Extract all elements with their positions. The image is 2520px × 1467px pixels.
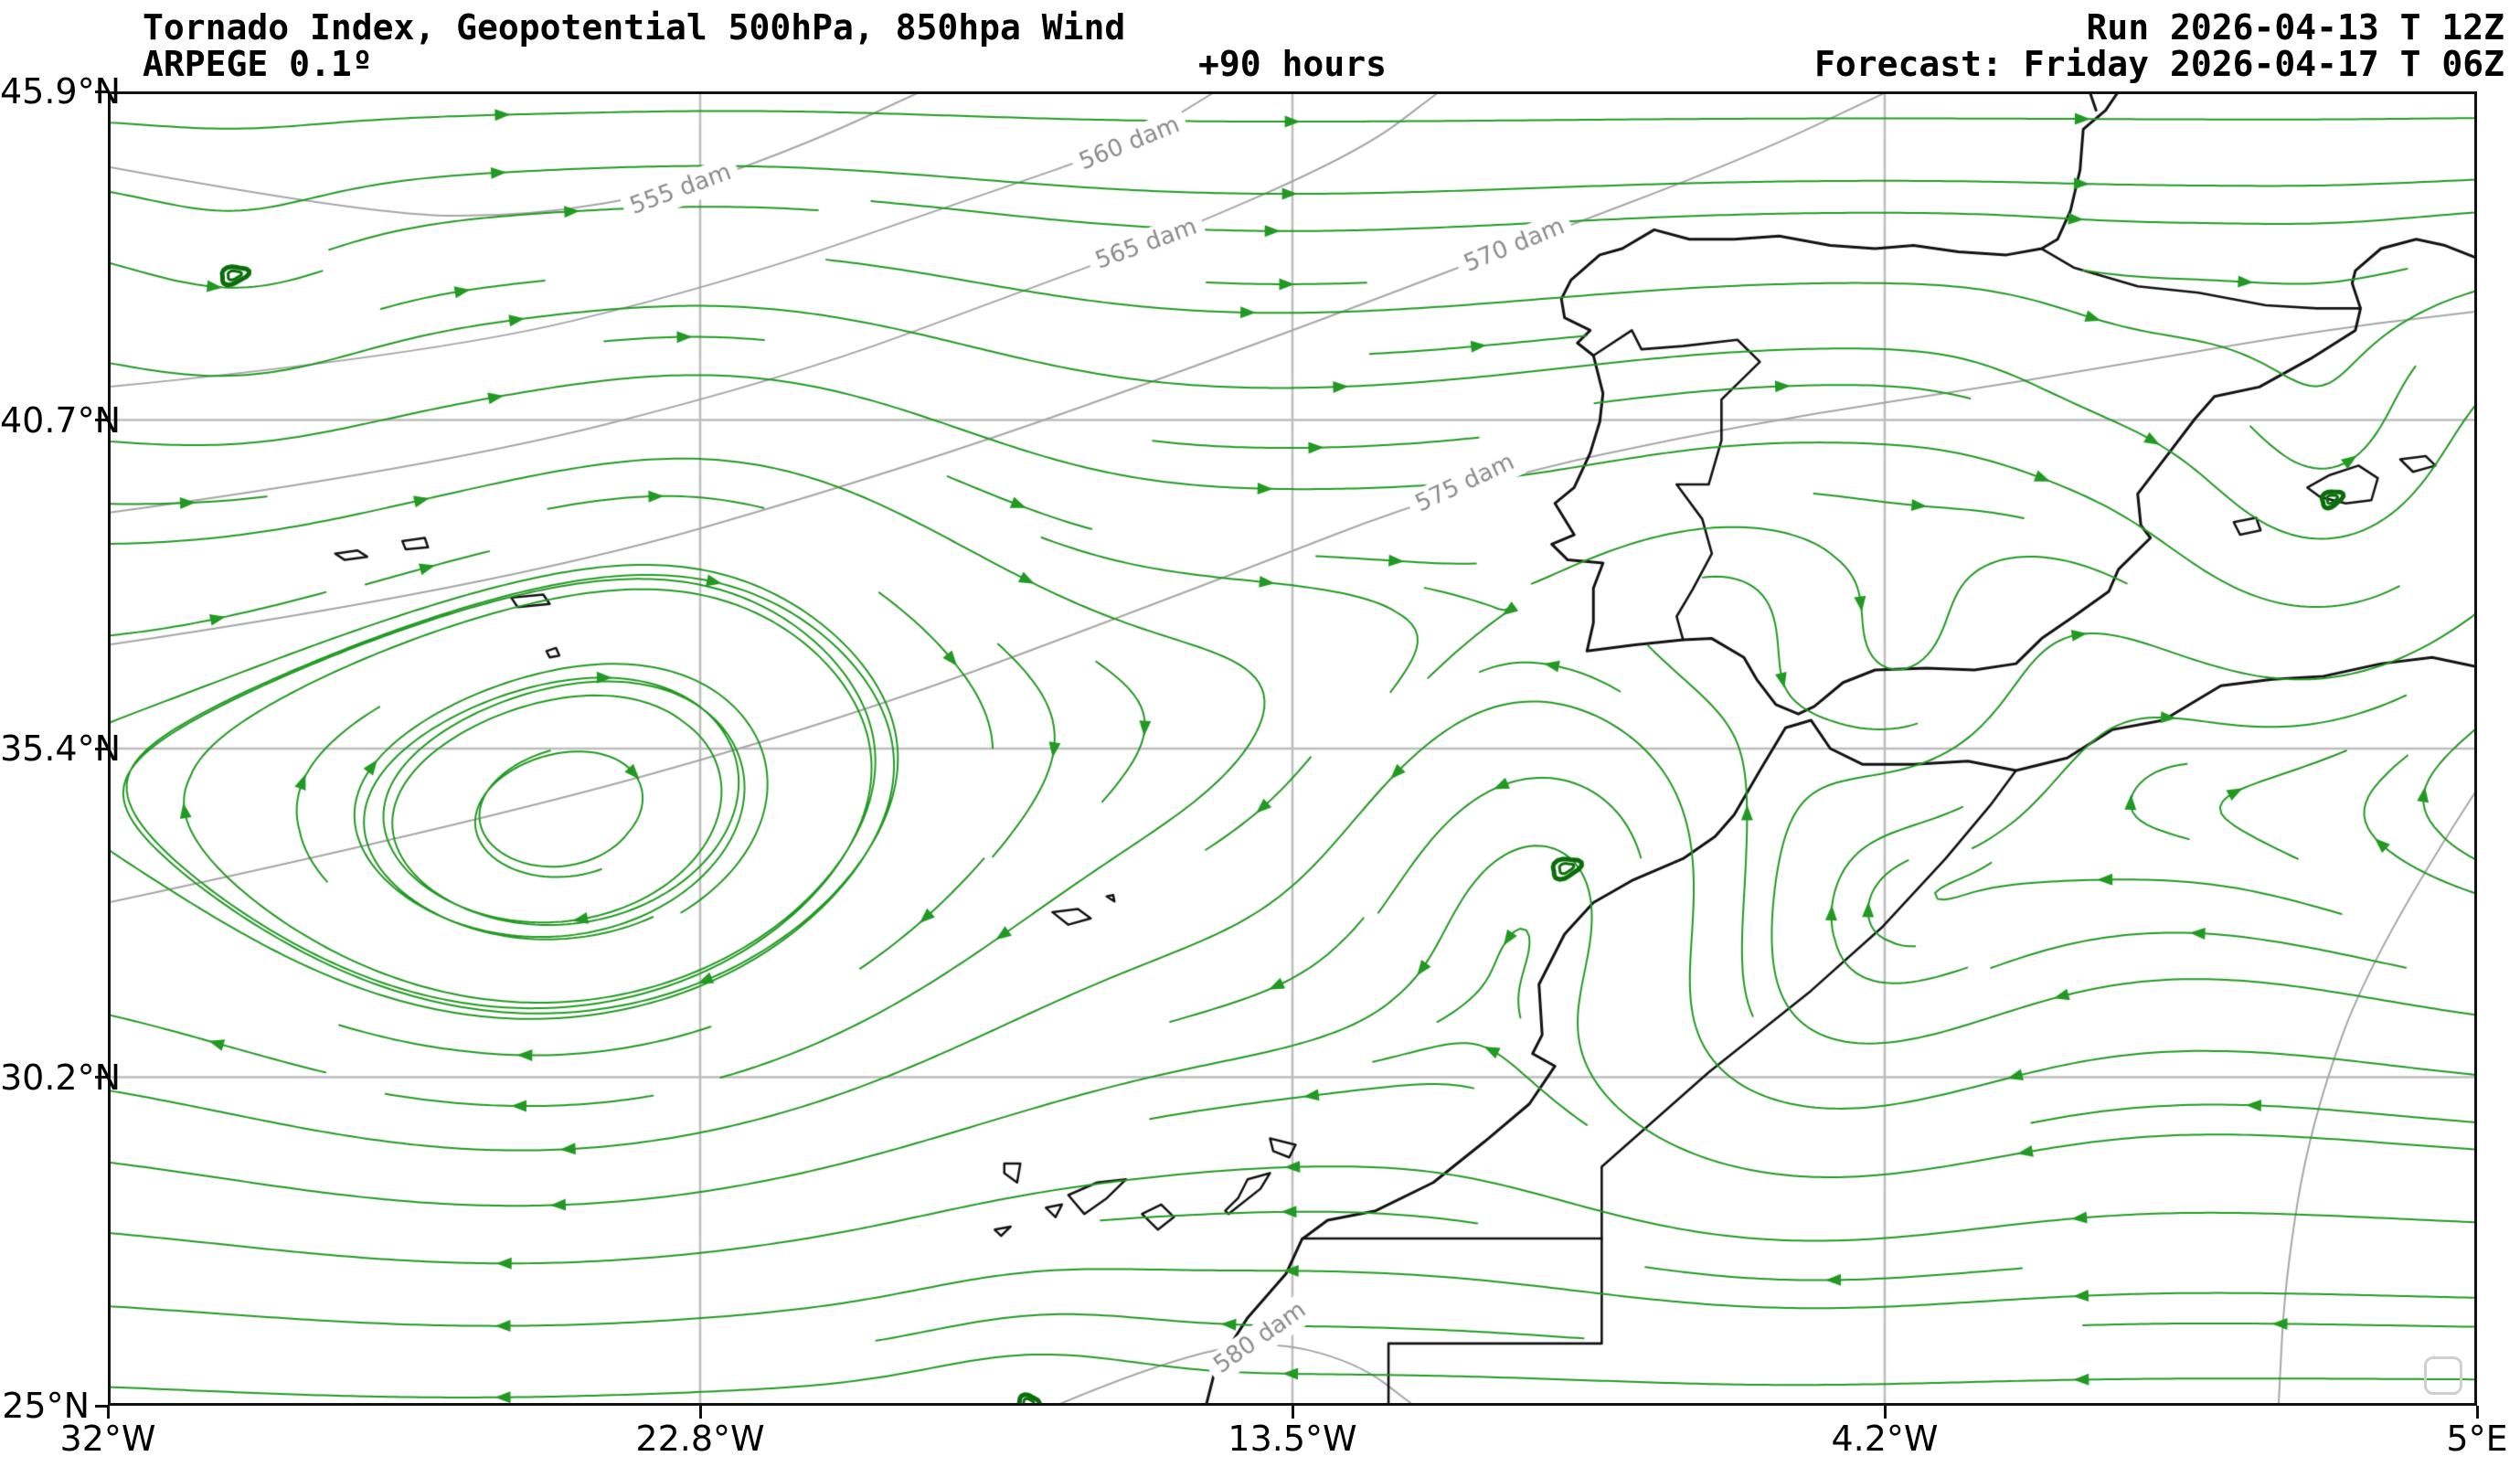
lat-tick [95,419,108,421]
forecast-datetime-label: Forecast: Friday 2026-04-17 T 06Z [1814,44,2504,84]
lat-tick [95,1404,108,1408]
lon-tick-label: 22.8°W [635,1419,765,1459]
lat-tick-label: 35.4°N [0,728,122,769]
lon-tick-label: 32°W [59,1419,156,1459]
lon-tick [106,1406,110,1419]
lon-tick-label: 4.2°W [1831,1419,1939,1459]
lat-tick-label: 30.2°N [0,1057,122,1098]
lat-tick [95,90,108,93]
lon-tick [1291,1406,1294,1419]
lon-tick [2475,1406,2479,1419]
lon-tick-label: 5°E [2446,1419,2508,1459]
lat-tick-label: 45.9°N [0,71,122,112]
lat-tick-label: 40.7°N [0,399,122,441]
lon-tick [1883,1406,1887,1419]
lead-time-label: +90 hours [1198,44,1387,84]
map-title: Tornado Index, Geopotential 500hPa, 850h… [143,7,1126,48]
run-datetime-label: Run 2026-04-13 T 12Z [2086,7,2504,48]
model-resolution-label: ARPEGE 0.1º [143,44,373,84]
lat-tick [95,747,108,750]
lon-tick-label: 13.5°W [1228,1419,1357,1459]
logo-watermark-icon [2424,1356,2462,1395]
lat-tick-label: 25°N [2,1386,90,1426]
lat-tick [95,1076,108,1079]
map-canvas [108,91,2477,1406]
lon-tick [698,1406,702,1419]
